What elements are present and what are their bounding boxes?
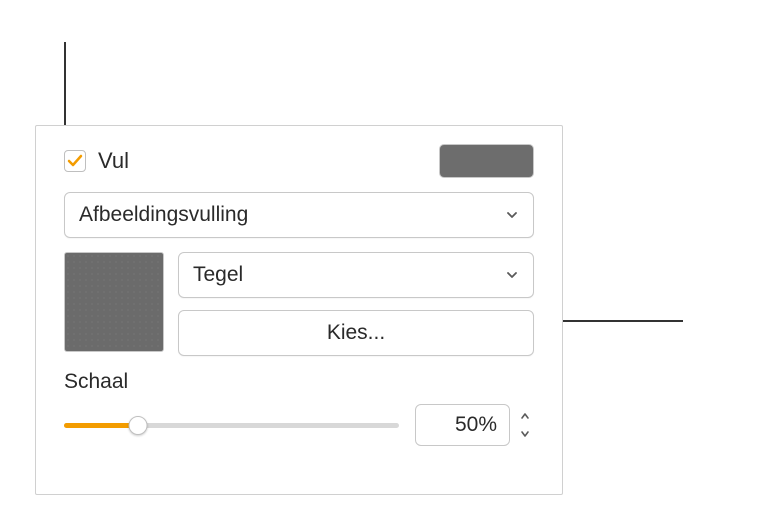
image-preview-well[interactable] — [64, 252, 164, 352]
fill-color-swatch[interactable] — [439, 144, 534, 178]
image-controls: Tegel Kies... — [178, 252, 534, 356]
chevron-down-icon — [505, 208, 519, 222]
chevron-down-icon — [505, 268, 519, 282]
stepper-down-button[interactable] — [516, 425, 534, 443]
scale-label: Schaal — [64, 370, 534, 394]
chevron-up-icon — [520, 411, 530, 421]
choose-image-button[interactable]: Kies... — [178, 310, 534, 356]
scale-slider[interactable] — [64, 415, 399, 435]
scale-value-group: 50% — [415, 404, 534, 446]
fill-header-row: Vul — [64, 144, 534, 178]
chevron-down-icon — [520, 429, 530, 439]
scale-row: 50% — [64, 404, 534, 446]
fill-type-selected: Afbeeldingsvulling — [79, 203, 248, 227]
slider-fill — [64, 423, 138, 428]
image-scale-mode-dropdown[interactable]: Tegel — [178, 252, 534, 298]
checkmark-icon — [67, 153, 83, 169]
fill-checkbox[interactable] — [64, 150, 86, 172]
scale-value-input[interactable]: 50% — [415, 404, 510, 446]
scale-stepper — [516, 407, 534, 443]
fill-inspector-panel: Vul Afbeeldingsvulling Tegel Kies... Sch… — [35, 125, 563, 495]
image-scale-mode-selected: Tegel — [193, 263, 243, 287]
fill-type-dropdown[interactable]: Afbeeldingsvulling — [64, 192, 534, 238]
image-fill-row: Tegel Kies... — [64, 252, 534, 356]
slider-thumb[interactable] — [128, 416, 147, 435]
stepper-up-button[interactable] — [516, 407, 534, 425]
fill-label: Vul — [98, 148, 439, 174]
